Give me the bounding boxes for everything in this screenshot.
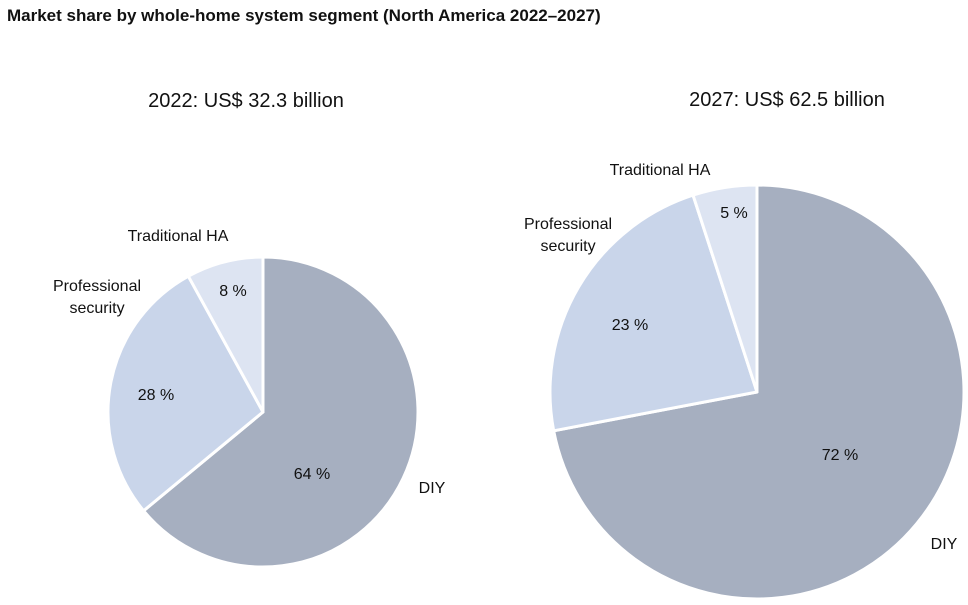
value-label: 5 % — [720, 205, 748, 222]
category-label: Professional security — [52, 278, 142, 317]
category-label: Traditional HA — [609, 162, 711, 179]
pie-slice — [552, 183, 966, 601]
category-label: DIY — [418, 480, 446, 497]
pie-title: 2022: US$ 32.3 billion — [148, 90, 344, 112]
page-title: Market share by whole-home system segmen… — [7, 6, 601, 25]
pie-slice — [691, 183, 759, 394]
value-label: 8 % — [219, 283, 247, 300]
pie-title: 2027: US$ 62.5 billion — [689, 89, 885, 111]
pie-slice — [548, 193, 759, 433]
value-label: 64 % — [293, 466, 331, 483]
pie-slice — [186, 255, 265, 414]
category-label: DIY — [930, 536, 958, 553]
value-label: 23 % — [611, 317, 649, 334]
category-label: Professional security — [523, 216, 613, 255]
category-label: Traditional HA — [127, 228, 229, 245]
value-label: 72 % — [821, 447, 859, 464]
pie-slice — [142, 255, 420, 569]
pie-slice — [106, 274, 265, 513]
value-label: 28 % — [137, 387, 175, 404]
